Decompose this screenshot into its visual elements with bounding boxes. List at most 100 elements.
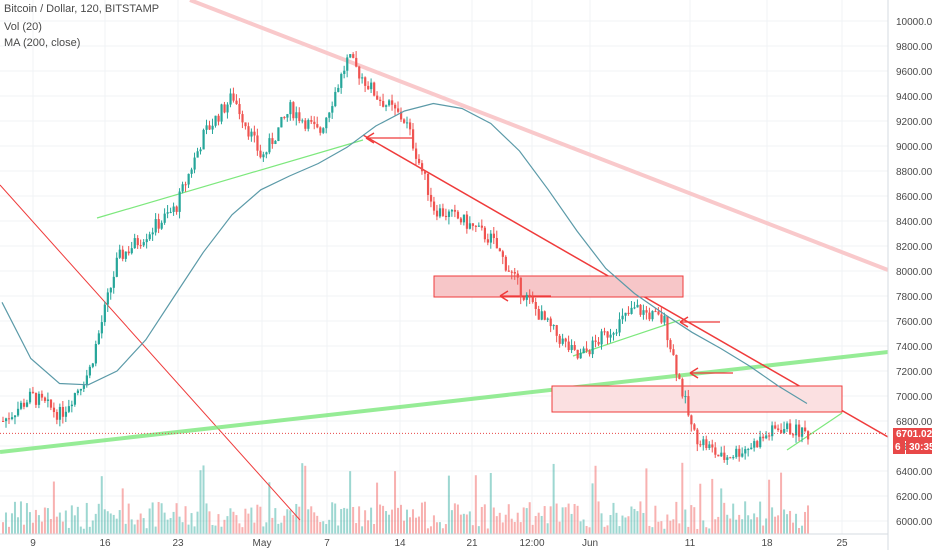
candle-body (672, 349, 675, 355)
candle-body (106, 292, 109, 305)
candle-body (474, 225, 478, 227)
price-tick-label: 9600.00 (896, 67, 932, 78)
volume-bar (477, 526, 480, 534)
volume-bar (486, 528, 489, 534)
candle-body (280, 117, 283, 128)
candle-body (435, 210, 439, 217)
candle-body (7, 418, 11, 420)
candle-body (289, 102, 292, 115)
candle-body (759, 436, 762, 448)
candle-body (364, 77, 367, 86)
candle-body (202, 129, 205, 150)
candle-body (729, 457, 732, 459)
volume-bar (516, 512, 519, 534)
volume-bar (510, 518, 513, 534)
volume-bar (429, 526, 432, 534)
volume-bars (2, 462, 810, 534)
arrow-head (499, 290, 509, 302)
volume-bar (702, 520, 705, 534)
price-axis[interactable]: 6000.006200.006400.006600.006800.007000.… (887, 0, 932, 550)
candle-body (160, 222, 163, 229)
candle-body (483, 227, 487, 240)
volume-bar (226, 516, 229, 534)
candle-body (447, 211, 451, 217)
candle-body (510, 271, 513, 273)
ma-200-line (1, 102, 808, 405)
volume-bar (558, 521, 561, 534)
candle-body (373, 82, 376, 96)
volume-bar (367, 520, 370, 534)
candle-body (259, 150, 262, 158)
volume-bar (495, 516, 498, 534)
candle-body (208, 125, 211, 130)
candle-body (382, 101, 385, 107)
volume-bar (501, 522, 504, 534)
candle-body (654, 311, 657, 313)
price-tick-label: 7800.00 (896, 292, 932, 303)
volume-bar (513, 521, 516, 534)
time-tick-label: 23 (172, 538, 184, 549)
volume-bar (708, 528, 711, 534)
volume-bar (67, 527, 70, 534)
candle-body (429, 194, 433, 202)
volume-bar (361, 526, 364, 534)
volume-bar (241, 527, 244, 534)
volume-bar (73, 515, 76, 534)
candle-body (403, 119, 406, 123)
volume-bar (795, 513, 798, 534)
candle-body (681, 378, 684, 397)
candle-body (471, 223, 475, 226)
candle-body (612, 333, 615, 335)
candle-body (582, 348, 585, 354)
volume-bar (7, 526, 10, 534)
candle-body (522, 297, 525, 300)
candle-body (331, 106, 334, 113)
candle-body (181, 184, 184, 192)
candle-body (678, 374, 681, 379)
candle-body (271, 138, 274, 144)
volume-bar (13, 501, 16, 534)
candle-body (4, 418, 8, 422)
candle-body (621, 315, 624, 320)
time-tick-label: 7 (324, 538, 330, 549)
price-tick-label: 10000.00 (896, 17, 932, 28)
candle-body (67, 406, 71, 412)
volume-bar (642, 512, 645, 534)
candle-body (693, 424, 696, 430)
volume-bar (552, 463, 555, 534)
volume-bar (567, 503, 570, 534)
candle-body (97, 333, 100, 344)
volume-bar (669, 520, 672, 534)
candle-body (726, 457, 729, 460)
volume-bar (684, 509, 687, 534)
candle-body (618, 319, 621, 333)
volume-bar (325, 524, 328, 534)
volume-bar (648, 525, 651, 534)
candle-body (573, 345, 576, 350)
time-axis[interactable]: 9 16 23 May 7 14 21 12:00 Jun 11 18 25 (0, 533, 888, 549)
volume-bar (94, 513, 97, 534)
candle-body (13, 415, 17, 418)
volume-bar (468, 511, 471, 534)
volume-bar (274, 508, 277, 534)
candle-body (292, 102, 295, 119)
volume-bar (606, 525, 609, 534)
volume-bar (678, 523, 681, 534)
candle-body (705, 439, 708, 449)
volume-bar (681, 462, 684, 534)
time-tick-label: May (253, 538, 272, 549)
time-tick-label: 11 (685, 538, 696, 549)
volume-bar (480, 506, 483, 534)
volume-bar (519, 522, 522, 534)
candle-body (136, 238, 139, 246)
volume-bar (741, 519, 744, 534)
candle-body (600, 331, 603, 345)
volume-bar (178, 516, 181, 534)
candle-body (343, 70, 346, 75)
candle-body (133, 238, 136, 249)
candle-body (46, 399, 50, 401)
volume-bar (28, 512, 31, 534)
candle-body (76, 390, 80, 394)
volume-bar (139, 513, 142, 534)
